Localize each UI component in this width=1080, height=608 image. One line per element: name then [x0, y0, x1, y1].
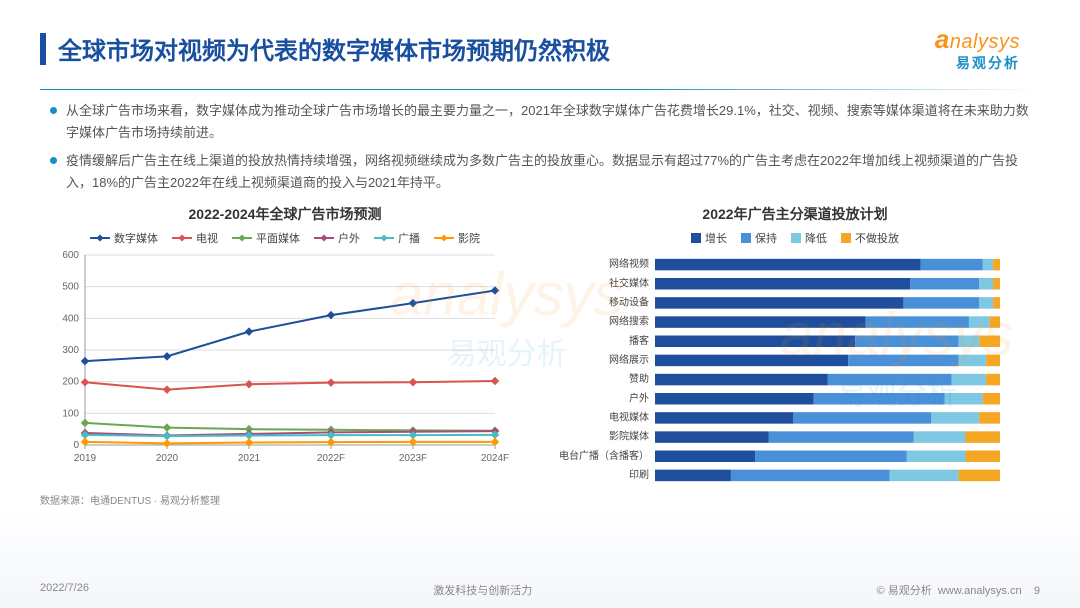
svg-text:200: 200 [62, 377, 79, 388]
svg-text:300: 300 [62, 345, 79, 356]
line-chart-title: 2022-2024年全球广告市场预测 [40, 204, 530, 224]
footer-center: 激发科技与创新活力 [433, 582, 532, 598]
svg-text:播客: 播客 [629, 334, 649, 347]
svg-text:电台广播（含播客）: 电台广播（含播客） [559, 449, 649, 462]
logo-subtext: 易观分析 [935, 53, 1020, 73]
bullet-item: 从全球广告市场来看，数字媒体成为推动全球广告市场增长的最主要力量之一，2021年… [50, 100, 1030, 144]
legend-item: 户外 [314, 230, 360, 246]
line-chart-legend: 数字媒体电视平面媒体户外广播影院 [40, 230, 530, 246]
title-accent-bar [40, 33, 46, 65]
logo-wordmark: analysys [935, 24, 1020, 55]
svg-text:0: 0 [73, 440, 79, 451]
legend-item: 影院 [434, 230, 480, 246]
svg-text:2020: 2020 [156, 453, 179, 464]
svg-text:电视媒体: 电视媒体 [609, 411, 649, 424]
svg-text:2019: 2019 [74, 453, 97, 464]
svg-text:600: 600 [62, 250, 79, 261]
legend-item: 降低 [791, 230, 827, 246]
line-chart-forecast: 2022-2024年全球广告市场预测 数字媒体电视平面媒体户外广播影院 0 100… [40, 204, 530, 490]
svg-text:印刷: 印刷 [629, 469, 649, 481]
svg-text:网络搜索: 网络搜索 [609, 315, 649, 328]
svg-text:赞助: 赞助 [629, 373, 649, 386]
legend-item: 增长 [691, 230, 727, 246]
slide-title: 全球市场对视频为代表的数字媒体市场预期仍然积极 [58, 31, 935, 66]
bar-chart-channels: 2022年广告主分渠道投放计划 增长保持降低不做投放 网络视频社交媒体移动设备网… [550, 204, 1040, 490]
bar-chart-title: 2022年广告主分渠道投放计划 [550, 204, 1040, 224]
svg-text:100: 100 [62, 409, 79, 420]
svg-text:影院媒体: 影院媒体 [609, 430, 649, 443]
bullet-item: 疫情缓解后广告主在线上渠道的投放热情持续增强，网络视频继续成为多数广告主的投放重… [50, 150, 1030, 194]
svg-text:400: 400 [62, 314, 79, 325]
footer-right: © 易观分析 www.analysys.cn 9 [877, 582, 1040, 598]
svg-text:2022F: 2022F [317, 453, 345, 464]
legend-item: 平面媒体 [232, 230, 300, 246]
svg-text:社交媒体: 社交媒体 [609, 277, 649, 290]
header-divider [40, 89, 1040, 90]
analysys-logo: analysys 易观分析 [935, 24, 1020, 73]
svg-text:移动设备: 移动设备 [609, 296, 649, 309]
legend-item: 保持 [741, 230, 777, 246]
svg-text:2024F: 2024F [481, 453, 509, 464]
footer-date: 2022/7/26 [40, 582, 89, 598]
header: 全球市场对视频为代表的数字媒体市场预期仍然积极 analysys 易观分析 [0, 0, 1080, 85]
svg-text:2023F: 2023F [399, 453, 427, 464]
svg-text:2021: 2021 [238, 453, 261, 464]
legend-item: 不做投放 [841, 230, 899, 246]
legend-item: 数字媒体 [90, 230, 158, 246]
bullet-list: 从全球广告市场来看，数字媒体成为推动全球广告市场增长的最主要力量之一，2021年… [0, 100, 1080, 194]
legend-item: 电视 [172, 230, 218, 246]
bar-chart-legend: 增长保持降低不做投放 [550, 230, 1040, 246]
svg-text:户外: 户外 [629, 392, 649, 405]
footer: 2022/7/26 激发科技与创新活力 © 易观分析 www.analysys.… [0, 582, 1080, 598]
data-source: 数据来源：电通DENTUS · 易观分析整理 [0, 492, 1080, 507]
svg-text:网络视频: 网络视频 [609, 258, 649, 271]
svg-text:500: 500 [62, 282, 79, 293]
svg-text:网络展示: 网络展示 [609, 353, 649, 366]
legend-item: 广播 [374, 230, 420, 246]
